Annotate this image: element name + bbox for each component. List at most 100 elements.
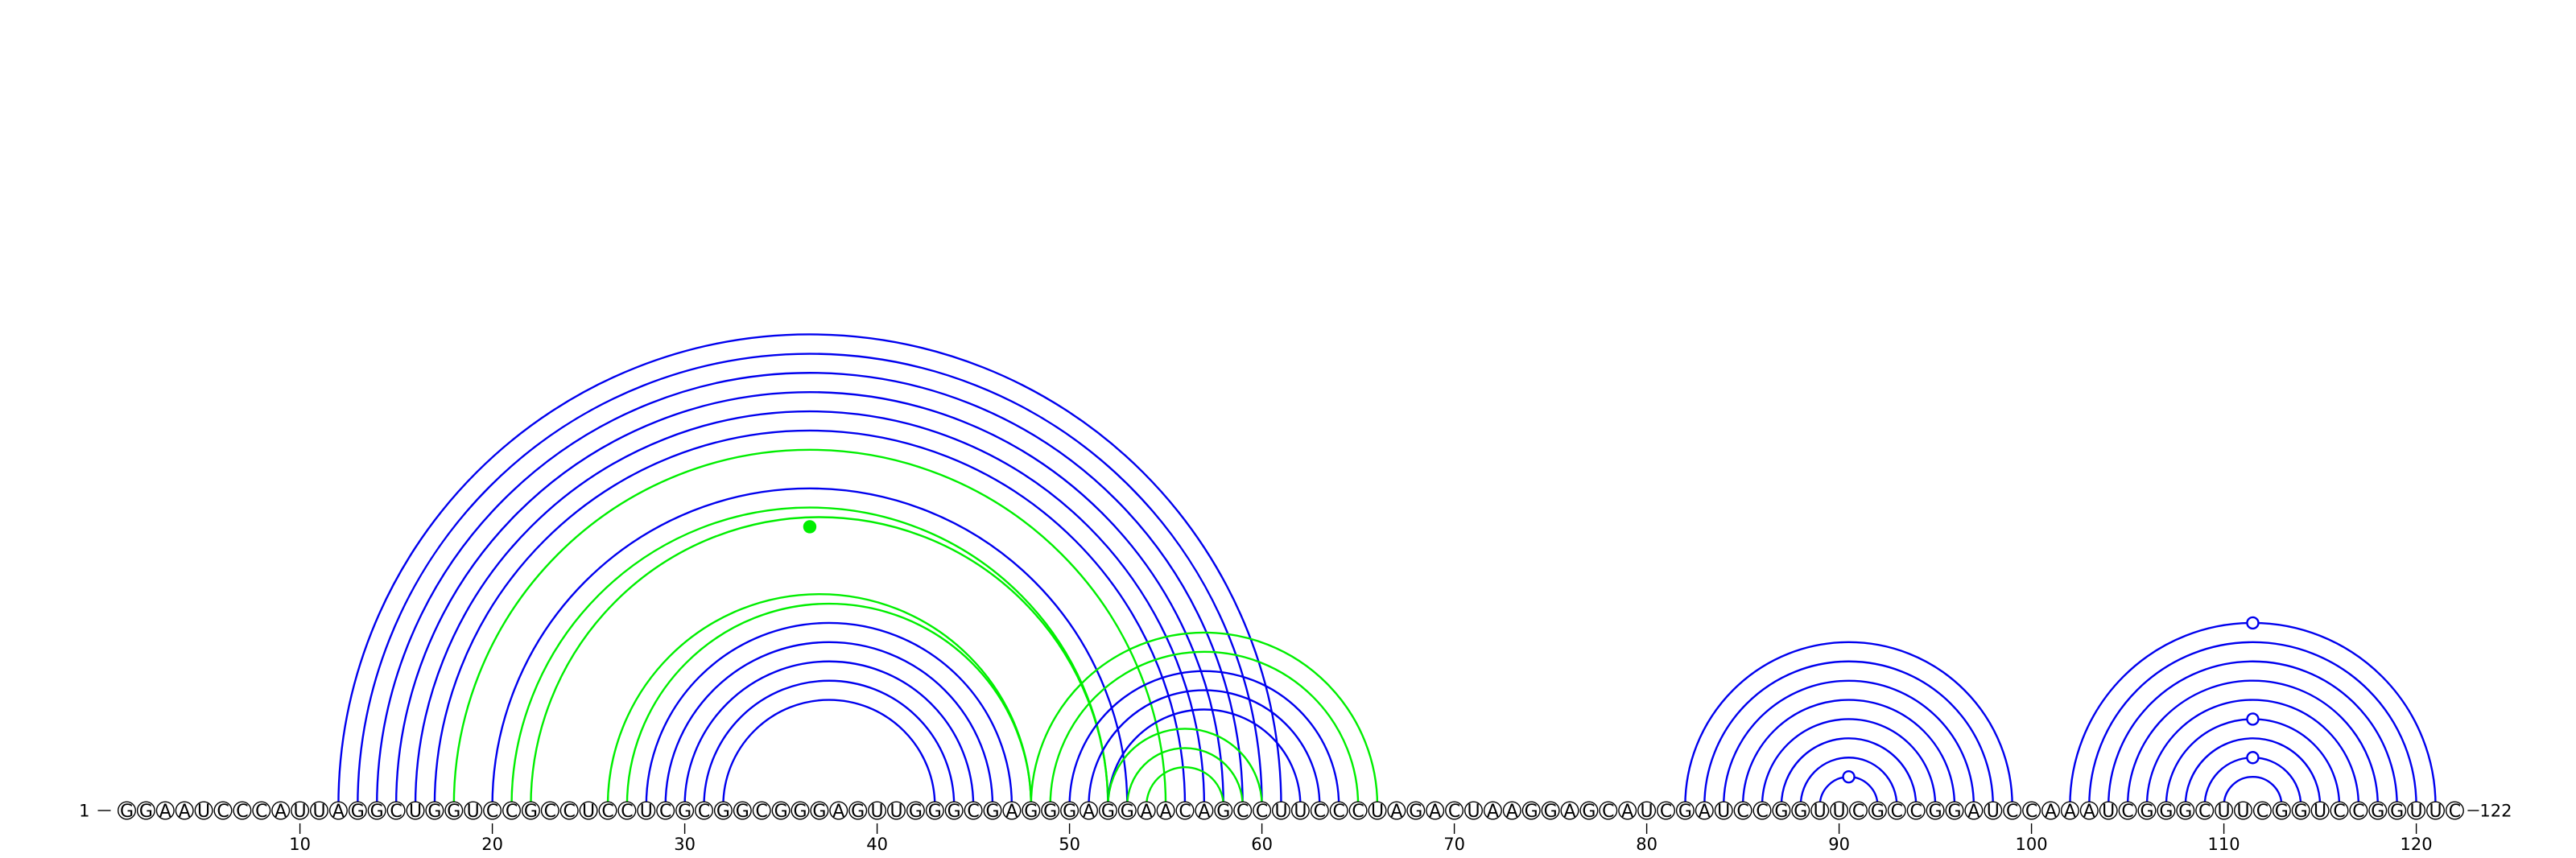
arc-20-53: [491, 487, 1129, 806]
nucleotide: G: [2157, 801, 2176, 822]
nucleotide: G: [1772, 801, 1791, 822]
arc-32-43: [722, 699, 936, 806]
nucleotide: C: [2445, 801, 2464, 822]
nucleotide-circle: [829, 801, 848, 820]
nucleotide-letter: G: [447, 802, 460, 822]
nucleotide-letter: G: [1216, 802, 1230, 822]
nucleotide: C: [1233, 801, 1253, 822]
nucleotide-letter: C: [506, 802, 518, 822]
nucleotide-circle: [559, 801, 579, 820]
nucleotide-circle: [2310, 801, 2330, 820]
nucleotide: G: [944, 801, 964, 822]
nucleotide-circle: [1579, 801, 1599, 820]
nucleotide: C: [1348, 801, 1368, 822]
nucleotide-letter: U: [1987, 802, 2000, 822]
nucleotide-circle: [656, 801, 675, 820]
nucleotide-circle: [310, 801, 329, 820]
nucleotide: G: [848, 801, 868, 822]
nucleotide-letter: G: [716, 802, 730, 822]
arc-108-115: [2184, 737, 2322, 806]
nucleotide: C: [2022, 801, 2041, 822]
nucleotide-circle: [464, 801, 483, 820]
nucleotide: C: [1733, 801, 1752, 822]
nucleotide-circle: [2291, 801, 2310, 820]
nucleotide-letter: C: [698, 802, 710, 822]
nucleotide: A: [2079, 801, 2099, 822]
nucleotide-circle: [733, 801, 752, 820]
nucleotide: G: [1541, 801, 1560, 822]
nucleotide-circle: [444, 801, 464, 820]
nucleotide-letter: G: [1544, 802, 1558, 822]
nucleotide: U: [886, 801, 906, 822]
nucleotide-letter: G: [1525, 802, 1538, 822]
nucleotide-circle: [1483, 801, 1502, 820]
nucleotide: G: [675, 801, 695, 822]
nucleotide: G: [1214, 801, 1233, 822]
nucleotide: U: [868, 801, 887, 822]
nucleotide-letter: C: [2121, 802, 2133, 822]
nucleotide: A: [328, 801, 348, 822]
nucleotide-letter: U: [197, 802, 210, 822]
nucleotide-letter: G: [812, 802, 826, 822]
nucleotide-circle: [1772, 801, 1791, 820]
nucleotide: G: [521, 801, 540, 822]
nucleotide: G: [2388, 801, 2407, 822]
nucleotide: U: [1368, 801, 1387, 822]
nucleotide-circle: [291, 801, 310, 820]
tick-label-80: 80: [1636, 835, 1657, 854]
nucleotide-circle: [117, 801, 136, 820]
nucleotide: A: [1195, 801, 1214, 822]
arc-30-45: [683, 660, 975, 806]
position-axis: 10 20 30 40 50 60 70 80 90 100 110 120: [289, 823, 2433, 854]
nucleotide-letter: G: [2390, 802, 2404, 822]
nucleotide: A: [1156, 801, 1175, 822]
nucleotide: C: [540, 801, 559, 822]
arc-27-48: [625, 602, 1032, 806]
nucleotide: G: [1098, 801, 1117, 822]
arc-21-52: [510, 506, 1109, 806]
nucleotide-circle: [1541, 801, 1560, 820]
arc-53-59: [1126, 747, 1244, 806]
arc-87-94: [1780, 737, 1918, 806]
nucleotide-circle: [194, 801, 213, 820]
nucleotide-letter: A: [332, 802, 345, 822]
nucleotide-letter: C: [1756, 802, 1768, 822]
open-marker-109-114: [2246, 751, 2260, 765]
open-marker-89-92: [1842, 769, 1856, 784]
nucleotide: C: [2118, 801, 2137, 822]
nucleotide-letter: C: [1314, 802, 1326, 822]
nucleotide-letter: C: [1852, 802, 1864, 822]
nucleotide-letter: U: [2218, 802, 2231, 822]
nucleotide: G: [713, 801, 733, 822]
nucleotide-circle: [540, 801, 559, 820]
nucleotide: C: [1906, 801, 1926, 822]
nucleotide-letter: U: [1467, 802, 1480, 822]
arc-54-58: [1146, 766, 1224, 806]
nucleotide: A: [1502, 801, 1521, 822]
nucleotide: C: [752, 801, 771, 822]
nucleotide: A: [1618, 801, 1637, 822]
arc-15-58: [394, 390, 1224, 806]
nucleotide-letter: C: [1256, 802, 1268, 822]
nucleotide: C: [1656, 801, 1675, 822]
arc-104-119: [2107, 660, 2398, 806]
arc-88-93: [1799, 757, 1898, 806]
nucleotide-letter: C: [967, 802, 979, 822]
nucleotide: G: [1406, 801, 1426, 822]
nucleotide-circle: [2079, 801, 2099, 820]
nucleotide-circle: [906, 801, 925, 820]
nucleotide-letter: G: [427, 802, 441, 822]
nucleotide: U: [1984, 801, 2003, 822]
arc-13-60: [357, 353, 1263, 806]
nucleotide-circle: [521, 801, 540, 820]
nucleotide-letter: G: [909, 802, 923, 822]
nucleotide-letter: G: [736, 802, 749, 822]
nucleotide-letter: C: [217, 802, 229, 822]
nucleotide: G: [1060, 801, 1080, 822]
nucleotide-circle: [1695, 801, 1714, 820]
nucleotide: U: [310, 801, 329, 822]
nucleotide-circle: [1984, 801, 2003, 820]
nucleotide-letter: U: [640, 802, 653, 822]
arc-22-52: [530, 516, 1109, 806]
